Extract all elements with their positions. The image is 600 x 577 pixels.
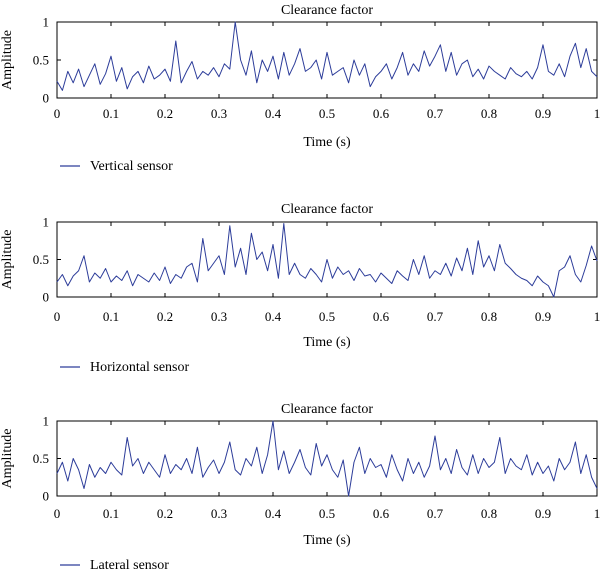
legend-label: Vertical sensor (90, 159, 173, 174)
y-tick-label: 1 (43, 215, 50, 230)
x-tick-label: 0.1 (103, 309, 119, 324)
plot-frame (56, 21, 598, 99)
x-tick-label: 0.2 (157, 506, 173, 521)
y-tick-label: 0 (43, 290, 50, 305)
series-line (56, 223, 598, 298)
x-axis-label: Time (s) (303, 335, 351, 350)
legend-label: Lateral sensor (90, 558, 169, 573)
x-tick-label: 0.3 (211, 309, 227, 324)
x-tick-label: 0.7 (427, 506, 444, 521)
x-tick-label: 0.6 (373, 506, 390, 521)
y-tick-label: 1 (43, 414, 50, 429)
x-tick-label: 0.4 (265, 309, 282, 324)
series-line (56, 21, 598, 91)
y-tick-label: 0 (43, 91, 50, 106)
x-tick-label: 0.9 (535, 309, 551, 324)
x-tick-label: 0 (54, 506, 61, 521)
x-tick-label: 0.4 (265, 506, 282, 521)
y-tick-label: 1 (43, 15, 50, 30)
x-tick-label: 0.3 (211, 506, 227, 521)
chart-title: Clearance factor (281, 3, 373, 18)
x-tick-label: 0.6 (373, 309, 390, 324)
x-tick-label: 0.7 (427, 106, 444, 121)
y-tick-label: 0.5 (33, 53, 49, 68)
y-axis-label: Amplitude (0, 230, 15, 290)
x-tick-label: 0.9 (535, 506, 551, 521)
x-tick-label: 0.6 (373, 106, 390, 121)
x-tick-label: 0.5 (319, 506, 335, 521)
chart-panel-horizontal: Clearance factor 0 0.1 0.2 0.3 0.4 0.5 0.6 0.7 0.… (0, 202, 600, 375)
legend-label: Horizontal sensor (90, 360, 189, 375)
x-axis-label: Time (s) (303, 135, 351, 150)
x-tick-label: 0.8 (481, 506, 497, 521)
x-tick-label: 0.3 (211, 106, 227, 121)
x-tick-label: 0.1 (103, 106, 119, 121)
x-tick-label: 0.5 (319, 106, 335, 121)
x-tick-label: 0.2 (157, 309, 173, 324)
chart-title: Clearance factor (281, 202, 373, 217)
x-tick-label: 0.4 (265, 106, 282, 121)
x-tick-label: 1 (594, 309, 600, 324)
chart-panel-lateral: Clearance factor 0 0.1 0.2 0.3 0.4 0.5 0.6 0.7 0.… (0, 402, 600, 573)
chart-title: Clearance factor (281, 402, 373, 417)
x-tick-label: 0.9 (535, 106, 551, 121)
x-tick-label: 0.2 (157, 106, 173, 121)
series-line (56, 420, 598, 497)
x-tick-label: 0.8 (481, 106, 497, 121)
y-tick-label: 0.5 (33, 252, 49, 267)
chart-panel-vertical: Clearance factor 0 0.1 0.2 0.3 0.4 0.5 0.6 0.7 0.… (0, 3, 600, 174)
x-tick-label: 0.8 (481, 309, 497, 324)
y-tick-label: 0 (43, 489, 50, 504)
x-tick-label: 1 (594, 106, 600, 121)
x-tick-label: 0.1 (103, 506, 119, 521)
x-tick-label: 0.7 (427, 309, 444, 324)
x-tick-label: 0 (54, 309, 61, 324)
x-tick-label: 0.5 (319, 309, 335, 324)
y-axis-label: Amplitude (0, 30, 15, 90)
x-tick-label: 0 (54, 106, 61, 121)
x-tick-label: 1 (594, 506, 600, 521)
y-axis-label: Amplitude (0, 429, 15, 489)
y-tick-label: 0.5 (33, 451, 49, 466)
x-axis-label: Time (s) (303, 533, 351, 548)
